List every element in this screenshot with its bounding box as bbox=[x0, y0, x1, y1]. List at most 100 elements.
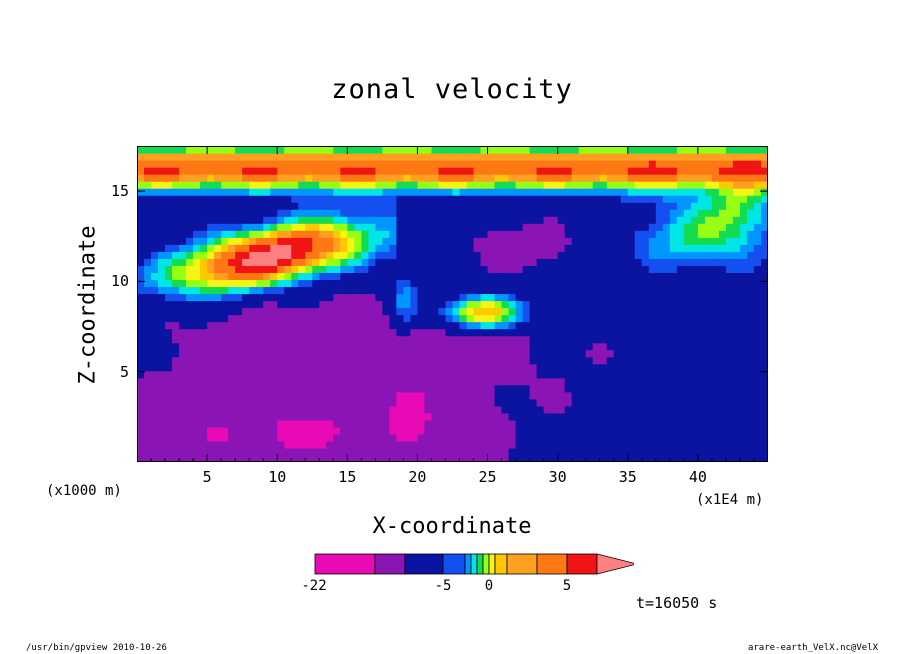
heatmap-cell bbox=[704, 237, 713, 245]
heatmap-cell bbox=[431, 307, 440, 316]
heatmap-cell bbox=[256, 321, 264, 330]
heatmap-cell bbox=[382, 377, 390, 386]
heatmap-cell bbox=[249, 356, 257, 365]
heatmap-cell bbox=[627, 209, 636, 217]
heatmap-cell bbox=[648, 293, 657, 302]
heatmap-cell bbox=[669, 181, 678, 189]
heatmap-cell bbox=[704, 363, 713, 372]
heatmap-cell bbox=[522, 258, 531, 266]
heatmap-cell bbox=[571, 447, 580, 456]
heatmap-cell bbox=[648, 286, 657, 295]
heatmap-cell bbox=[389, 188, 398, 196]
heatmap-cell bbox=[263, 412, 271, 421]
heatmap-cell bbox=[550, 412, 559, 421]
heatmap-cell bbox=[305, 426, 313, 435]
heatmap-cell bbox=[466, 265, 475, 273]
heatmap-cell bbox=[263, 314, 271, 323]
heatmap-cell bbox=[312, 335, 320, 344]
heatmap-cell bbox=[417, 188, 426, 196]
heatmap-cell bbox=[249, 412, 257, 421]
heatmap-cell bbox=[214, 363, 222, 372]
heatmap-cell bbox=[298, 223, 306, 231]
heatmap-cell bbox=[410, 398, 419, 407]
heatmap-cell bbox=[165, 419, 173, 428]
heatmap-cell bbox=[242, 167, 250, 175]
heatmap-cell bbox=[564, 412, 573, 421]
heatmap-cell bbox=[753, 454, 762, 462]
heatmap-cell bbox=[165, 300, 173, 309]
heatmap-cell bbox=[613, 335, 622, 344]
heatmap-cell bbox=[389, 265, 398, 273]
heatmap-cell bbox=[242, 321, 250, 330]
heatmap-cell bbox=[144, 244, 152, 252]
heatmap-cell bbox=[732, 314, 741, 323]
heatmap-cell bbox=[312, 356, 320, 365]
heatmap-cell bbox=[165, 398, 173, 407]
heatmap-cell bbox=[347, 279, 355, 288]
heatmap-cell bbox=[417, 433, 426, 442]
heatmap-cell bbox=[452, 412, 461, 421]
heatmap-cell bbox=[375, 349, 383, 358]
heatmap-cell bbox=[578, 335, 587, 344]
heatmap-cell bbox=[585, 307, 594, 316]
heatmap-cell bbox=[564, 349, 573, 358]
heatmap-cell bbox=[522, 202, 531, 210]
heatmap-cell bbox=[165, 251, 173, 259]
heatmap-cell bbox=[543, 335, 552, 344]
heatmap-cell bbox=[732, 230, 741, 238]
heatmap-cell bbox=[312, 300, 320, 309]
heatmap-cell bbox=[473, 272, 482, 281]
heatmap-cell bbox=[676, 447, 685, 456]
heatmap-cell bbox=[585, 405, 594, 414]
colorbar-swatch bbox=[470, 553, 478, 575]
heatmap-cell bbox=[487, 160, 496, 168]
heatmap-cell bbox=[690, 272, 699, 281]
heatmap-cell bbox=[151, 286, 159, 295]
heatmap-cell bbox=[417, 349, 426, 358]
heatmap-cell bbox=[592, 160, 601, 168]
heatmap-cell bbox=[256, 363, 264, 372]
heatmap-cell bbox=[340, 440, 348, 449]
heatmap-cell bbox=[193, 174, 201, 182]
heatmap-cell bbox=[193, 237, 201, 245]
heatmap-cell bbox=[697, 363, 706, 372]
heatmap-cell bbox=[361, 272, 369, 281]
heatmap-cell bbox=[711, 153, 720, 161]
heatmap-cell bbox=[711, 230, 720, 238]
heatmap-cell bbox=[487, 391, 496, 400]
heatmap-cell bbox=[466, 440, 475, 449]
heatmap-cell bbox=[515, 440, 524, 449]
heatmap-cell bbox=[263, 342, 271, 351]
heatmap-cell bbox=[739, 349, 748, 358]
heatmap-cell bbox=[550, 223, 559, 231]
heatmap-cell bbox=[641, 251, 650, 259]
heatmap-cell bbox=[207, 398, 215, 407]
heatmap-cell bbox=[249, 391, 257, 400]
heatmap-cell bbox=[291, 181, 299, 189]
heatmap-cell bbox=[760, 258, 768, 266]
heatmap-cell bbox=[207, 377, 215, 386]
heatmap-cell bbox=[431, 335, 440, 344]
heatmap-cell bbox=[760, 405, 768, 414]
heatmap-cell bbox=[235, 419, 243, 428]
heatmap-cell bbox=[466, 398, 475, 407]
heatmap-cell bbox=[718, 251, 727, 259]
heatmap-cell bbox=[172, 265, 180, 273]
heatmap-cell bbox=[634, 279, 643, 288]
heatmap-cell bbox=[242, 335, 250, 344]
heatmap-cell bbox=[760, 209, 768, 217]
heatmap-cell bbox=[284, 237, 292, 245]
heatmap-cell bbox=[655, 237, 664, 245]
heatmap-cell bbox=[249, 363, 257, 372]
heatmap-cell bbox=[466, 370, 475, 379]
heatmap-cell bbox=[277, 293, 285, 302]
heatmap-cell bbox=[221, 335, 229, 344]
heatmap-cell bbox=[403, 167, 412, 175]
heatmap-cell bbox=[158, 377, 166, 386]
heatmap-cell bbox=[655, 153, 664, 161]
heatmap-cell bbox=[487, 426, 496, 435]
heatmap-cell bbox=[669, 321, 678, 330]
heatmap-cell bbox=[137, 342, 145, 351]
plot-frame bbox=[137, 146, 768, 462]
heatmap-cell bbox=[515, 209, 524, 217]
